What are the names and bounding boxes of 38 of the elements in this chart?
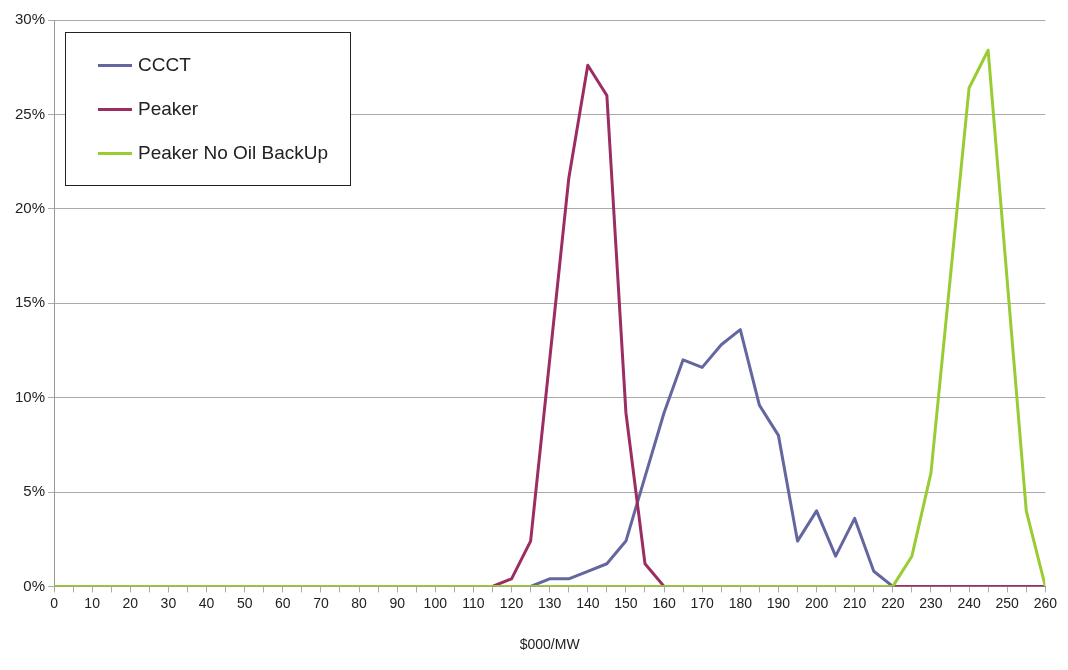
y-tick-label: 20% <box>14 198 46 216</box>
legend-label: Peaker No Oil BackUp <box>138 142 329 164</box>
x-tick-label: 250 <box>995 594 1020 611</box>
x-axis-title: $000/MW <box>519 636 581 653</box>
x-tick-label: 90 <box>389 594 406 611</box>
x-tick-label: 120 <box>499 594 524 611</box>
x-tick-label: 200 <box>804 594 829 611</box>
x-tick-label: 110 <box>462 594 485 611</box>
x-tick-label: 40 <box>198 594 215 611</box>
y-tick-label: 0% <box>23 576 46 594</box>
x-tick-label: 150 <box>614 594 638 611</box>
x-tick-label: 30 <box>160 594 177 611</box>
x-tick-label: 130 <box>537 594 562 611</box>
x-tick-label: 100 <box>423 594 448 611</box>
y-tick-label: 30% <box>14 10 46 28</box>
x-tick-label: 20 <box>122 594 139 611</box>
x-tick-label: 170 <box>690 594 715 611</box>
y-tick-label: 10% <box>14 387 46 405</box>
y-tick-label: 5% <box>23 482 46 500</box>
x-tick-label: 70 <box>313 594 329 611</box>
x-tick-label: 60 <box>274 594 291 611</box>
x-tick-label: 220 <box>881 594 905 611</box>
y-tick-label: 25% <box>14 104 46 122</box>
x-tick-label: 190 <box>766 594 791 611</box>
y-tick-label: 15% <box>14 293 46 311</box>
legend-label: Peaker <box>138 98 199 120</box>
legend-label: CCCT <box>138 54 191 76</box>
x-tick-label: 10 <box>84 594 101 611</box>
x-tick-label: 0 <box>50 594 59 611</box>
x-tick-label: 210 <box>843 594 867 611</box>
x-tick-label: 160 <box>652 594 676 611</box>
x-tick-label: 180 <box>728 594 753 611</box>
x-tick-label: 230 <box>919 594 943 611</box>
x-tick-label: 50 <box>236 594 253 611</box>
x-tick-label: 260 <box>1033 594 1058 611</box>
x-tick-label: 140 <box>576 594 600 611</box>
x-tick-label: 80 <box>351 594 368 611</box>
x-tick-label: 240 <box>957 594 981 611</box>
